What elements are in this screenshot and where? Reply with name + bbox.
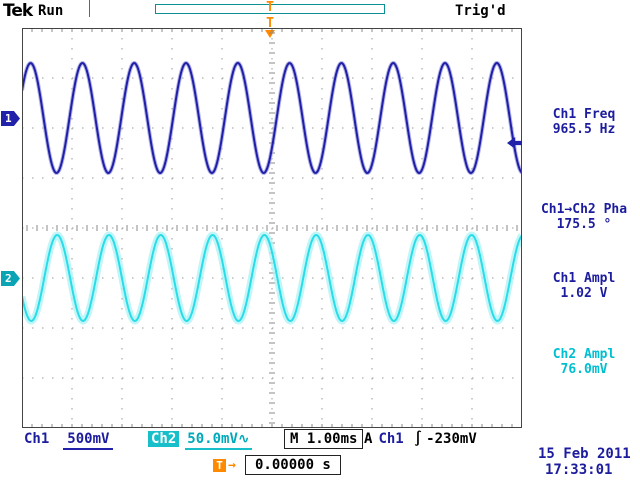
timebase-label: M <box>290 431 299 447</box>
trigger-position-bar-marker: T <box>266 0 274 15</box>
trigger-readout: A Ch1 ∫ -230mV <box>364 431 477 447</box>
ch1-scale-readout: Ch1 500mV <box>24 431 114 450</box>
ch1-position-marker: 1 <box>1 111 20 126</box>
graticule-and-traces <box>22 28 522 428</box>
readout-label: Ch1 Ampl <box>552 271 616 286</box>
ch2-scale-value: 50.0mV∿ <box>185 431 252 450</box>
timebase-value: 1.00ms <box>306 431 358 447</box>
trigger-status: Trig'd <box>455 3 506 19</box>
trigger-source: Ch1 <box>378 431 404 447</box>
topbar-divider <box>89 0 90 17</box>
time-readout: 17:33:01 <box>545 462 613 478</box>
ch1-label: Ch1 <box>24 431 50 447</box>
ch1-scale-value: 500mV <box>63 431 114 450</box>
ch2-label: Ch2 <box>148 431 180 447</box>
trigger-mode-label: A <box>364 431 373 447</box>
timebase-readout: M 1.00ms <box>284 429 364 449</box>
readout-value: 965.5 Hz <box>552 122 616 137</box>
trigger-slope-icon: ∫ <box>413 431 423 447</box>
tek-logo: Tek <box>3 1 33 21</box>
readout-label: Ch1→Ch2 Pha <box>540 202 628 217</box>
horizontal-position-readout: 0.00000 s <box>245 455 341 475</box>
readout-ch2-ampl: Ch2 Ampl 76.0mV <box>530 347 638 377</box>
ch2-position-marker: 2 <box>1 271 20 286</box>
readout-ch1-freq: Ch1 Freq 965.5 Hz <box>530 107 638 137</box>
ch2-scale-readout: Ch2 50.0mV∿ <box>148 431 252 450</box>
trigger-position-flag: T <box>260 17 280 38</box>
readout-label: Ch2 Ampl <box>552 347 616 362</box>
readout-value: 76.0mV <box>560 362 608 377</box>
arrow-right-icon: → <box>228 458 236 473</box>
date-readout: 15 Feb 2011 <box>538 446 631 462</box>
arrow-down-icon <box>265 30 275 38</box>
readout-value: 1.02 V <box>560 286 608 301</box>
readout-label: Ch1 Freq <box>552 107 616 122</box>
bottom-status-bar: Ch1 500mV Ch2 50.0mV∿ M 1.00ms A Ch1 ∫ -230mV <box>0 429 640 450</box>
trigger-position-letter: T <box>266 16 274 31</box>
readout-ch1-ampl: Ch1 Ampl 1.02 V <box>530 271 638 301</box>
record-position-bar: T <box>155 0 385 15</box>
readout-value: 175.5 ° <box>556 217 612 232</box>
acquisition-mode: Run <box>38 3 64 19</box>
horizontal-trigger-chip: T <box>213 459 226 472</box>
readout-ch1-ch2-phase: Ch1→Ch2 Pha 175.5 ° <box>530 202 638 232</box>
trigger-level-value: -230mV <box>426 431 477 447</box>
